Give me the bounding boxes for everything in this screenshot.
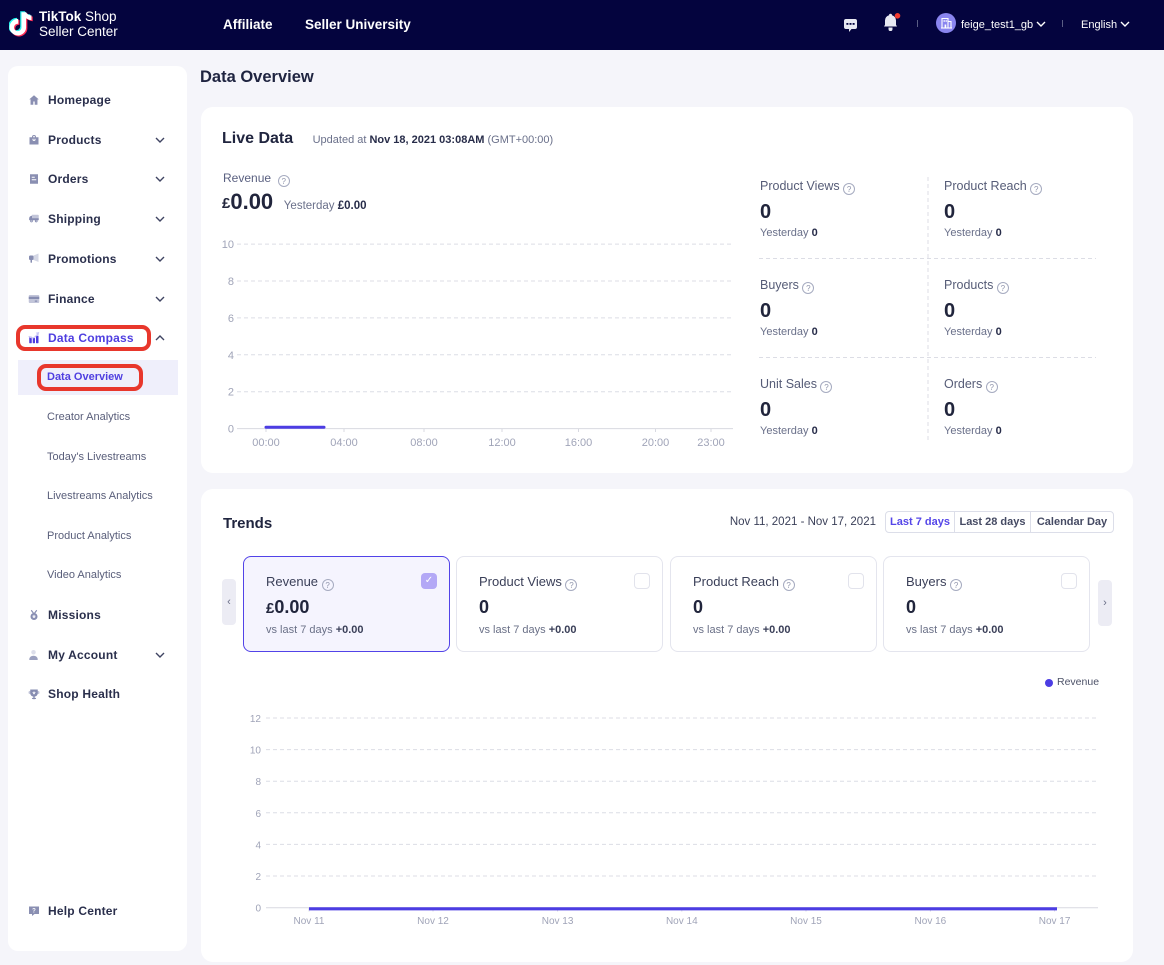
svg-text:2: 2 [255, 872, 261, 883]
svg-text:10: 10 [250, 746, 262, 757]
svg-text:?: ? [32, 908, 36, 914]
svg-text:20:00: 20:00 [642, 437, 670, 449]
svg-text:2: 2 [228, 387, 234, 399]
svg-text:4: 4 [228, 350, 234, 362]
svg-text:23:00: 23:00 [697, 437, 725, 449]
svg-text:6: 6 [228, 313, 234, 325]
svg-text:0: 0 [228, 424, 234, 436]
svg-text:0: 0 [255, 904, 261, 915]
svg-text:6: 6 [255, 809, 261, 820]
svg-text:Nov 11: Nov 11 [294, 916, 325, 927]
svg-text:4: 4 [255, 840, 261, 851]
svg-text:Nov 16: Nov 16 [915, 916, 947, 927]
svg-text:16:00: 16:00 [565, 437, 593, 449]
svg-text:Nov 14: Nov 14 [666, 916, 698, 927]
svg-text:Nov 17: Nov 17 [1039, 916, 1071, 927]
svg-text:Nov 15: Nov 15 [790, 916, 822, 927]
svg-text:08:00: 08:00 [410, 437, 438, 449]
svg-text:Nov 12: Nov 12 [417, 916, 449, 927]
svg-text:8: 8 [228, 276, 234, 288]
svg-text:10: 10 [222, 239, 234, 251]
svg-text:00:00: 00:00 [252, 437, 280, 449]
svg-text:8: 8 [255, 777, 261, 788]
svg-text:12: 12 [250, 714, 262, 725]
svg-text:Nov 13: Nov 13 [542, 916, 574, 927]
svg-text:04:00: 04:00 [330, 437, 358, 449]
svg-text:12:00: 12:00 [488, 437, 516, 449]
